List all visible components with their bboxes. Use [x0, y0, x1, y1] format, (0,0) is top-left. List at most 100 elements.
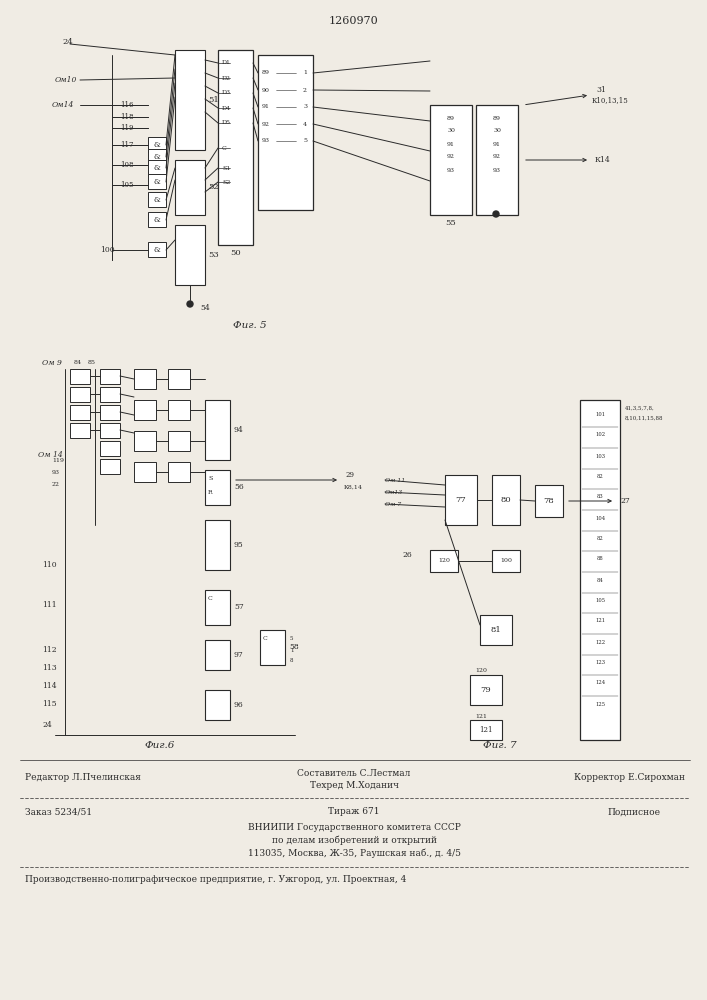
Bar — [205, 400, 230, 460]
Text: 120: 120 — [438, 558, 450, 564]
Bar — [470, 720, 502, 740]
Text: 113: 113 — [42, 664, 57, 672]
Text: 115: 115 — [42, 700, 57, 708]
Text: D3: D3 — [222, 91, 231, 96]
Text: D1: D1 — [222, 60, 231, 66]
Text: 30: 30 — [493, 128, 501, 133]
Text: Ом 9: Ом 9 — [42, 359, 62, 367]
Bar — [535, 485, 563, 517]
Text: 114: 114 — [42, 682, 57, 690]
Bar — [492, 550, 520, 572]
Text: 122: 122 — [595, 640, 605, 645]
Text: 80: 80 — [501, 496, 511, 504]
Text: &: & — [153, 153, 160, 161]
Text: 57: 57 — [234, 603, 244, 611]
Text: Подписное: Подписное — [607, 808, 660, 816]
Bar — [148, 149, 166, 164]
Bar — [470, 675, 502, 705]
Text: 50: 50 — [230, 249, 241, 257]
Text: 125: 125 — [595, 702, 605, 706]
Bar — [445, 475, 477, 525]
Text: 24: 24 — [42, 721, 52, 729]
Text: 2: 2 — [303, 88, 307, 93]
Text: 82: 82 — [597, 536, 603, 542]
Text: 26: 26 — [402, 551, 411, 559]
Text: 27: 27 — [620, 497, 630, 505]
Text: 97: 97 — [234, 651, 244, 659]
Bar — [148, 174, 166, 189]
Text: 29: 29 — [345, 471, 354, 479]
Text: &: & — [153, 246, 160, 254]
Text: S: S — [208, 477, 212, 482]
Bar — [134, 369, 156, 389]
Text: 121: 121 — [475, 714, 487, 720]
Text: 89: 89 — [262, 70, 270, 76]
Text: 30: 30 — [447, 128, 455, 133]
Text: Техред М.Ходанич: Техред М.Ходанич — [310, 780, 399, 790]
Bar — [476, 105, 518, 215]
Bar — [100, 369, 120, 384]
Text: Заказ 5234/51: Заказ 5234/51 — [25, 808, 92, 816]
Text: 95: 95 — [234, 541, 244, 549]
Text: 93: 93 — [493, 167, 501, 172]
Bar — [205, 690, 230, 720]
Text: 82: 82 — [597, 475, 603, 480]
Text: 121: 121 — [595, 618, 605, 624]
Text: &: & — [153, 178, 160, 186]
Text: 104: 104 — [595, 516, 605, 520]
Text: Тираж 671: Тираж 671 — [328, 808, 380, 816]
Text: 118: 118 — [120, 113, 134, 121]
Text: 89: 89 — [447, 115, 455, 120]
Text: 8,10,11,15,88: 8,10,11,15,88 — [625, 416, 663, 420]
Text: &: & — [153, 164, 160, 172]
Text: 53: 53 — [208, 251, 218, 259]
Text: 119: 119 — [52, 458, 64, 462]
Text: 89: 89 — [493, 115, 501, 120]
Bar — [205, 590, 230, 625]
Text: 1: 1 — [290, 648, 293, 652]
Text: 90: 90 — [262, 88, 270, 93]
Text: 4: 4 — [303, 121, 307, 126]
Bar — [168, 369, 190, 389]
Text: 85: 85 — [88, 360, 96, 365]
Bar — [100, 459, 120, 474]
Bar — [492, 475, 520, 525]
Text: 78: 78 — [544, 497, 554, 505]
Text: 101: 101 — [595, 412, 605, 418]
Text: 111: 111 — [42, 601, 57, 609]
Bar — [580, 400, 620, 740]
Text: Редактор Л.Пчелинская: Редактор Л.Пчелинская — [25, 774, 141, 782]
Text: 1: 1 — [303, 70, 307, 76]
Text: 113035, Москва, Ж-35, Раушская наб., д. 4/5: 113035, Москва, Ж-35, Раушская наб., д. … — [247, 848, 460, 858]
Text: 117: 117 — [120, 141, 134, 149]
Text: 96: 96 — [234, 701, 244, 709]
Text: Фиг. 5: Фиг. 5 — [233, 320, 267, 330]
Text: 105: 105 — [595, 598, 605, 603]
Text: 91: 91 — [262, 104, 270, 109]
Text: Ом 11: Ом 11 — [385, 478, 405, 483]
Bar — [148, 160, 166, 175]
Circle shape — [187, 301, 193, 307]
Text: Производственно-полиграфическое предприятие, г. Ужгород, ул. Проектная, 4: Производственно-полиграфическое предприя… — [25, 876, 407, 884]
Bar — [205, 470, 230, 505]
Text: 112: 112 — [42, 646, 57, 654]
Text: 124: 124 — [595, 680, 605, 686]
Text: C: C — [263, 637, 268, 642]
Bar — [205, 640, 230, 670]
Bar — [148, 192, 166, 207]
Text: S2: S2 — [222, 180, 230, 184]
Text: 92: 92 — [447, 154, 455, 159]
Bar — [70, 387, 90, 402]
Text: 116: 116 — [120, 101, 134, 109]
Text: Ом 7: Ом 7 — [385, 502, 402, 506]
Text: 77: 77 — [455, 496, 467, 504]
Text: К14: К14 — [595, 156, 611, 164]
Text: 81: 81 — [491, 626, 501, 634]
Text: 54: 54 — [200, 304, 210, 312]
Text: К10,13,15: К10,13,15 — [592, 96, 629, 104]
Text: &: & — [153, 141, 160, 149]
Text: 58: 58 — [289, 643, 299, 651]
Text: &: & — [153, 196, 160, 204]
Text: Ом14: Ом14 — [52, 101, 74, 109]
Text: 102: 102 — [595, 432, 605, 438]
